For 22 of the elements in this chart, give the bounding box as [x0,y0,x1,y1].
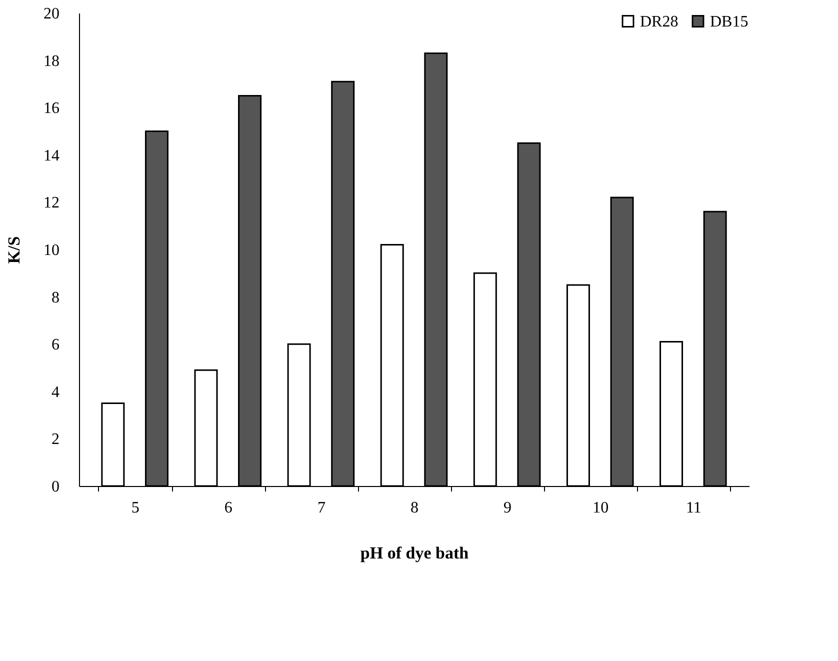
x-tick-label: 11 [686,500,702,516]
y-tick-label: 10 [44,242,60,259]
x-tick-label: 6 [224,500,232,516]
y-tick-label: 2 [52,431,60,448]
y-tick-label: 0 [52,478,60,496]
legend-label: DR28 [640,13,678,30]
x-tick-label: 7 [317,500,326,516]
y-tick-label: 12 [44,194,60,212]
legend-label: DB15 [710,13,748,30]
x-tick-label: 9 [504,500,512,516]
y-tick-label: 14 [44,147,60,164]
y-tick-label: 20 [44,6,60,22]
y-tick-label: 18 [44,52,60,70]
y-axis-title: K/S [4,236,24,264]
y-tick-label: 8 [52,289,60,306]
y-tick-label: 16 [44,100,60,118]
x-tick-label: 10 [592,500,609,516]
y-tick-label: 4 [52,384,60,401]
y-tick-label: 6 [52,336,60,354]
x-tick-label: 5 [131,500,140,516]
x-tick-label: 8 [410,500,418,516]
x-axis-title: pH of dye bath [360,544,470,562]
